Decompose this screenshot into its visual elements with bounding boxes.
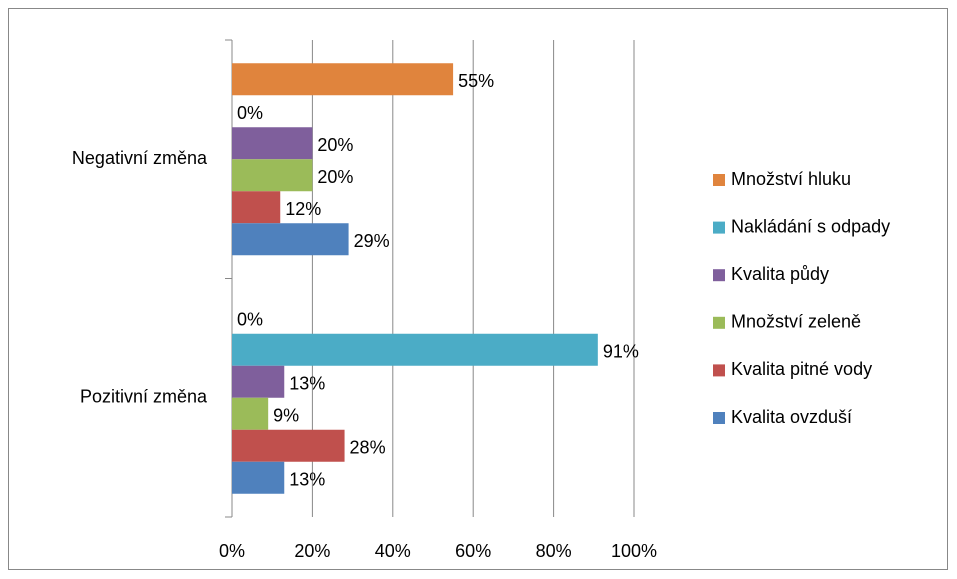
- legend-label: Kvalita ovzduší: [731, 407, 852, 427]
- chart-border: [8, 8, 948, 570]
- x-tick-label: 20%: [294, 541, 330, 561]
- data-label: 55%: [458, 71, 494, 91]
- legend-swatch: [713, 316, 725, 329]
- bar: [232, 333, 598, 366]
- bar: [232, 429, 345, 462]
- legend-swatch: [713, 269, 725, 282]
- legend-label: Množství zeleně: [731, 312, 861, 332]
- data-label: 12%: [285, 199, 321, 219]
- legend-swatch: [713, 174, 725, 186]
- y-tick-label: Pozitivní změna: [80, 387, 208, 407]
- bar: [232, 397, 269, 430]
- bar: [232, 191, 281, 224]
- legend-label: Kvalita půdy: [731, 264, 829, 284]
- x-tick-label: 60%: [455, 541, 491, 561]
- data-label: 28%: [350, 438, 386, 458]
- x-tick-label: 0%: [219, 541, 245, 561]
- data-label: 9%: [273, 406, 299, 426]
- x-tick-label: 100%: [611, 541, 657, 561]
- legend-swatch: [713, 221, 725, 234]
- legend-label: Kvalita pitné vody: [731, 359, 872, 379]
- data-label: 0%: [237, 310, 263, 330]
- x-tick-label: 40%: [375, 541, 411, 561]
- data-label: 0%: [237, 103, 263, 123]
- data-label: 13%: [289, 470, 325, 490]
- data-label: 91%: [603, 342, 639, 362]
- data-label: 20%: [317, 167, 353, 187]
- bar: [232, 461, 285, 494]
- y-tick-label: Negativní změna: [72, 148, 208, 168]
- bar: [232, 127, 313, 160]
- legend-label: Množství hluku: [731, 169, 851, 189]
- bar: [232, 365, 285, 398]
- bar: [232, 159, 313, 192]
- legend-swatch: [713, 412, 725, 424]
- data-label: 20%: [317, 135, 353, 155]
- legend-swatch: [713, 364, 725, 377]
- data-label: 29%: [354, 231, 390, 251]
- data-label: 13%: [289, 374, 325, 394]
- bar: [232, 223, 349, 256]
- x-tick-label: 80%: [536, 541, 572, 561]
- legend-label: Nakládání s odpady: [731, 216, 890, 236]
- bar: [232, 63, 454, 96]
